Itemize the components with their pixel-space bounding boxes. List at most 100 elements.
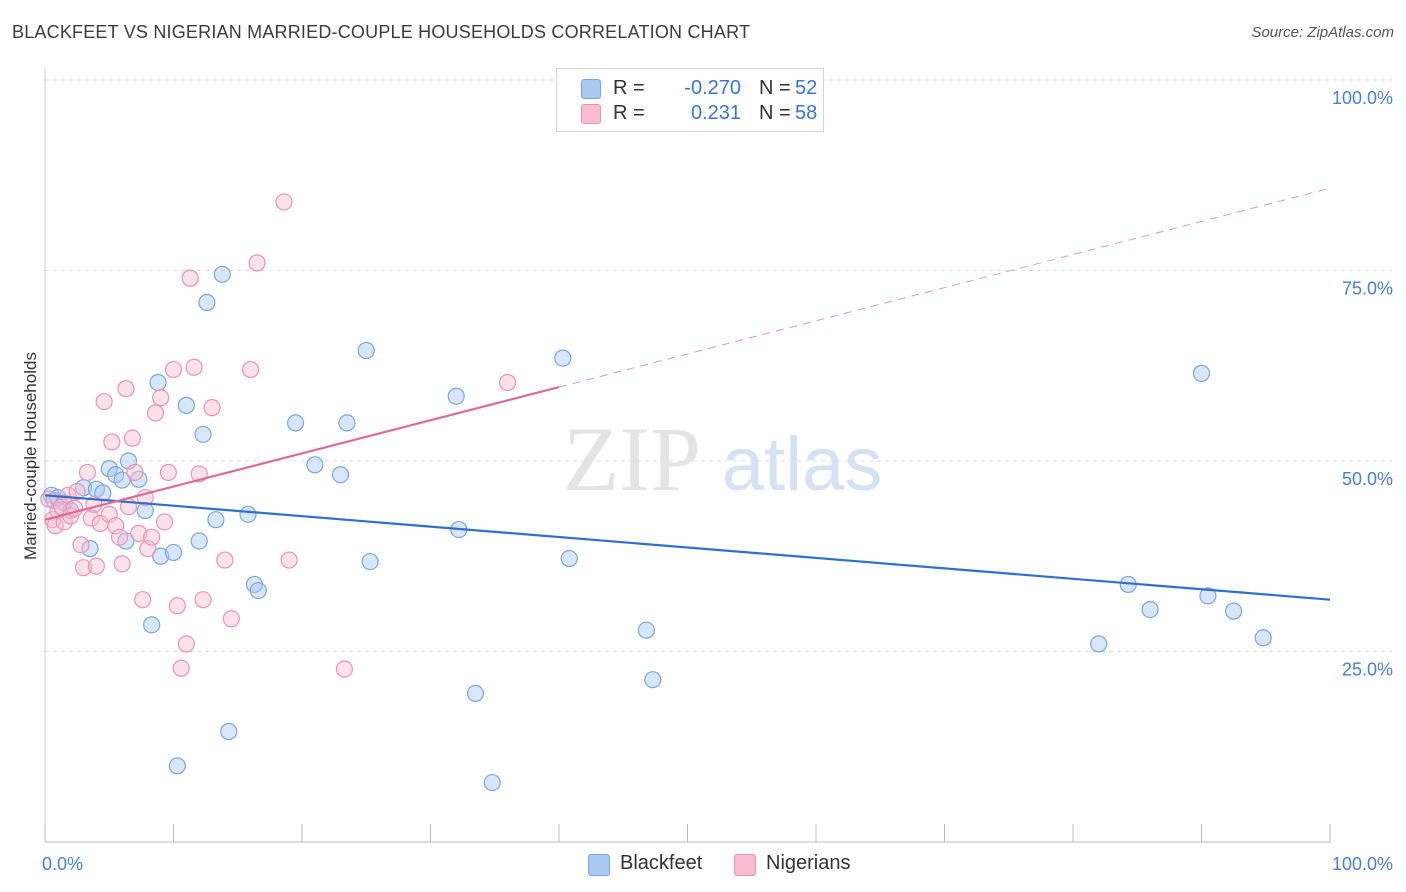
blackfeet-point [361, 552, 379, 571]
blackfeet-point [239, 505, 257, 523]
trend-lines [44, 187, 1331, 601]
y-tick-label: 100.0% [1332, 88, 1393, 108]
legend-r-label: R = [613, 102, 645, 124]
nigerians-point [172, 659, 190, 677]
nigerians-point [68, 482, 86, 501]
series-legend-swatch-nigerians [734, 854, 756, 876]
source-label: Source: ZipAtlas.com [1251, 24, 1394, 41]
nigerians-point [216, 551, 234, 569]
legend-swatch-blackfeet [581, 79, 601, 99]
nigerians-point [164, 360, 183, 379]
blackfeet-point [554, 349, 572, 367]
nigerians-point [248, 254, 266, 272]
legend-n-label: N = [759, 77, 791, 99]
nigerians-point [275, 193, 293, 211]
nigerians-point [130, 524, 148, 542]
legend-r-label: R = [613, 77, 645, 99]
blackfeet-point [1090, 635, 1108, 653]
y-axis-label: Married-couple Households [21, 352, 40, 560]
chart-title: BLACKFEET VS NIGERIAN MARRIED-COUPLE HOU… [12, 22, 751, 42]
nigerians-point [203, 399, 221, 417]
nigerians-point [82, 509, 100, 527]
nigerians-point [242, 360, 260, 379]
nigerians-point [181, 269, 199, 287]
nigerians-point [110, 528, 129, 546]
blackfeet-point [190, 532, 208, 550]
blackfeet-point [249, 581, 267, 600]
legend-n-value: 52 [795, 77, 818, 99]
blackfeet-point [644, 671, 662, 689]
blackfeet-point [168, 757, 186, 775]
legend-r-value: 0.231 [690, 102, 741, 124]
blackfeet-point [447, 387, 465, 405]
legend-r-value: -0.270 [684, 77, 741, 99]
blackfeet-point [1199, 587, 1217, 605]
blackfeet-point [637, 621, 655, 639]
blackfeet-point [194, 425, 212, 443]
series-blackfeet-points [42, 265, 1272, 792]
nigerians-point [146, 404, 165, 422]
blackfeet-point [1192, 364, 1211, 382]
blackfeet-point [1225, 602, 1243, 620]
blackfeet-point [1141, 600, 1159, 619]
blackfeet-point [560, 549, 578, 568]
tick-labels: 25.0% 50.0% 75.0% 100.0% 0.0% 100.0% [42, 88, 1393, 874]
nigerians-point [72, 536, 90, 554]
trend-line-nigerians-extension [558, 187, 1331, 388]
nigerians-point [159, 463, 177, 482]
nigerians-point [155, 513, 174, 531]
nigerians-point [168, 597, 186, 615]
blackfeet-point [286, 414, 305, 432]
blackfeet-point [113, 471, 131, 489]
blackfeet-point [149, 373, 167, 392]
correlation-legend: R = -0.270 N = 52 R = 0.231 N = 58 [556, 68, 824, 132]
blackfeet-point [338, 414, 356, 432]
blackfeet-point [213, 265, 231, 283]
blackfeet-point [306, 456, 324, 474]
blackfeet-point [152, 547, 170, 565]
y-tick-label: 50.0% [1342, 469, 1393, 489]
nigerians-point [134, 591, 152, 609]
nigerians-point [117, 380, 135, 398]
nigerians-point [143, 528, 161, 546]
watermark: ZIP atlas [563, 408, 882, 510]
nigerians-point [335, 660, 354, 678]
nigerians-point [194, 591, 212, 609]
blackfeet-point [1254, 629, 1272, 647]
watermark-zip: ZIP [563, 408, 701, 510]
blackfeet-point [143, 616, 161, 634]
y-tick-label: 75.0% [1342, 279, 1393, 299]
blackfeet-point [100, 460, 118, 478]
blackfeet-point [207, 511, 225, 529]
blackfeet-point [220, 722, 238, 741]
y-tick-label: 25.0% [1342, 660, 1393, 680]
nigerians-point [87, 557, 106, 575]
blackfeet-point [466, 684, 485, 703]
nigerians-point [185, 358, 203, 376]
blackfeet-point [331, 466, 350, 484]
nigerians-point [95, 392, 113, 411]
nigerians-point [152, 389, 170, 407]
watermark-atlas: atlas [722, 422, 883, 507]
x-tick-label: 0.0% [42, 854, 83, 874]
legend-swatch-nigerians [581, 104, 601, 124]
nigerians-point [280, 551, 298, 569]
series-nigerians-points [40, 193, 517, 678]
nigerians-point [177, 635, 195, 653]
nigerians-point [74, 559, 93, 577]
blackfeet-point [483, 773, 501, 792]
trend-line-nigerians [44, 386, 560, 521]
x-tick-label: 100.0% [1332, 854, 1393, 874]
blackfeet-point [177, 396, 195, 414]
legend-n-label: N = [759, 102, 791, 124]
nigerians-point [78, 463, 97, 482]
axes [44, 68, 1331, 843]
nigerians-point [126, 463, 144, 482]
legend-n-value: 58 [795, 102, 818, 124]
nigerians-point [103, 433, 121, 451]
nigerians-point [222, 610, 240, 628]
nigerians-point [123, 429, 141, 447]
blackfeet-point [164, 543, 183, 562]
blackfeet-point [357, 341, 375, 360]
